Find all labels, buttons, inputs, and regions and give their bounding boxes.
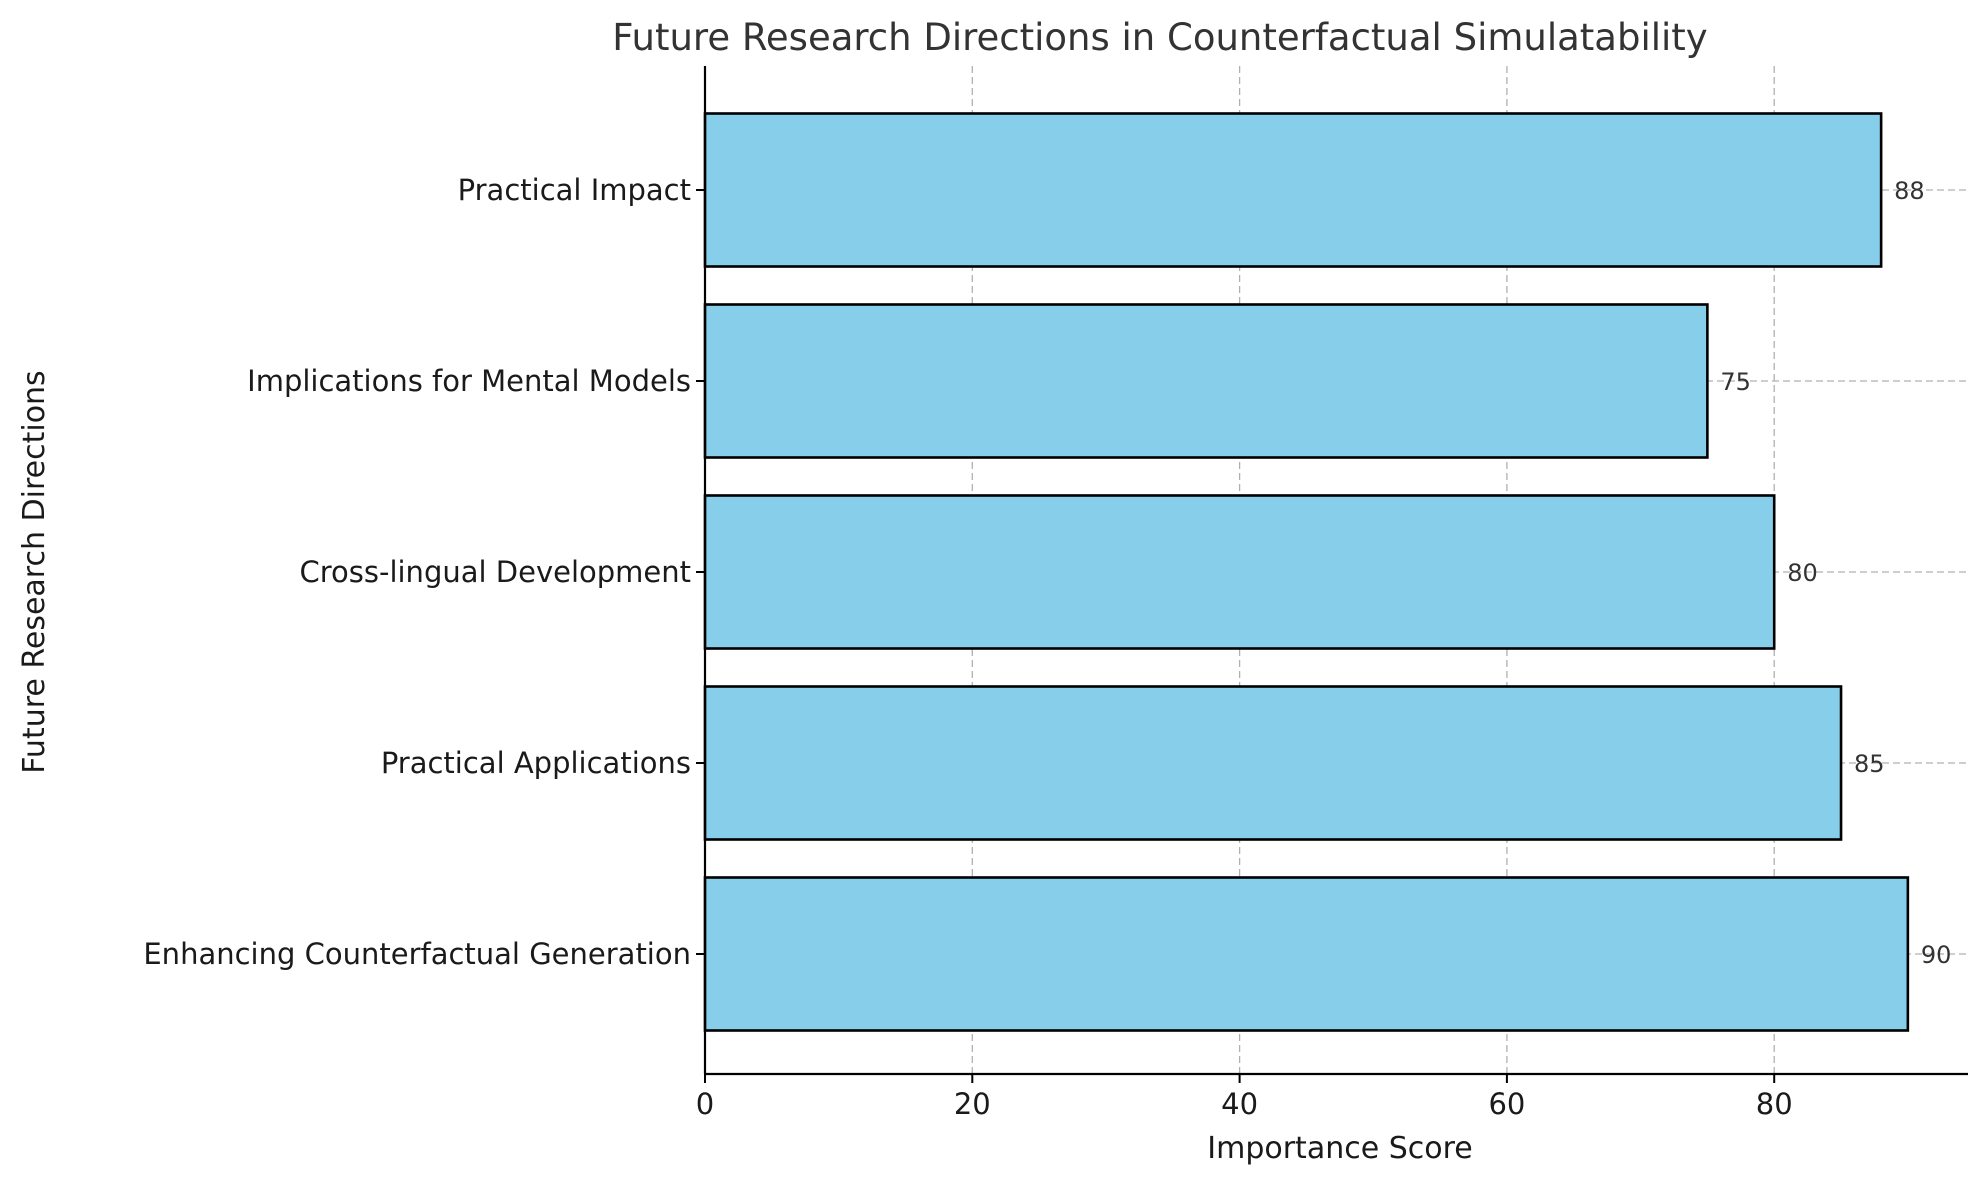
- y-tick-label: Cross-lingual Development: [299, 555, 691, 589]
- x-tick-label: 40: [1221, 1087, 1258, 1121]
- data-label: 75: [1720, 368, 1751, 396]
- data-label: 80: [1787, 559, 1818, 587]
- y-tick-label: Enhancing Counterfactual Generation: [143, 937, 691, 971]
- data-label: 85: [1854, 750, 1885, 778]
- axes: [696, 66, 1968, 1083]
- bar-cross-lingual-development: [703, 494, 1776, 650]
- y-tick-label: Practical Applications: [381, 746, 691, 780]
- x-tick-label: 60: [1488, 1087, 1525, 1121]
- y-tick-label: Implications for Mental Models: [247, 364, 691, 398]
- bar-implications-for-mental-models: [703, 303, 1709, 459]
- data-label: 90: [1921, 941, 1952, 969]
- x-axis-title: Importance Score: [1207, 1131, 1472, 1166]
- x-tick-label: 80: [1756, 1087, 1793, 1121]
- bar-practical-impact: [703, 112, 1883, 268]
- y-axis-title: Future Research Directions: [17, 370, 52, 773]
- x-tick-label: 0: [696, 1087, 714, 1121]
- bar-enhancing-counterfactual-generation: [703, 876, 1910, 1032]
- bar-practical-applications: [703, 685, 1843, 841]
- x-tick-label: 20: [954, 1087, 991, 1121]
- labels: 0 20 40 60 80 Enhancing Counterfactual Genera…: [143, 173, 1951, 1121]
- chart-title: Future Research Directions in Counterfac…: [612, 16, 1707, 59]
- y-tick-label: Practical Impact: [458, 173, 691, 207]
- data-label: 88: [1894, 177, 1925, 205]
- bars: [703, 112, 1910, 1032]
